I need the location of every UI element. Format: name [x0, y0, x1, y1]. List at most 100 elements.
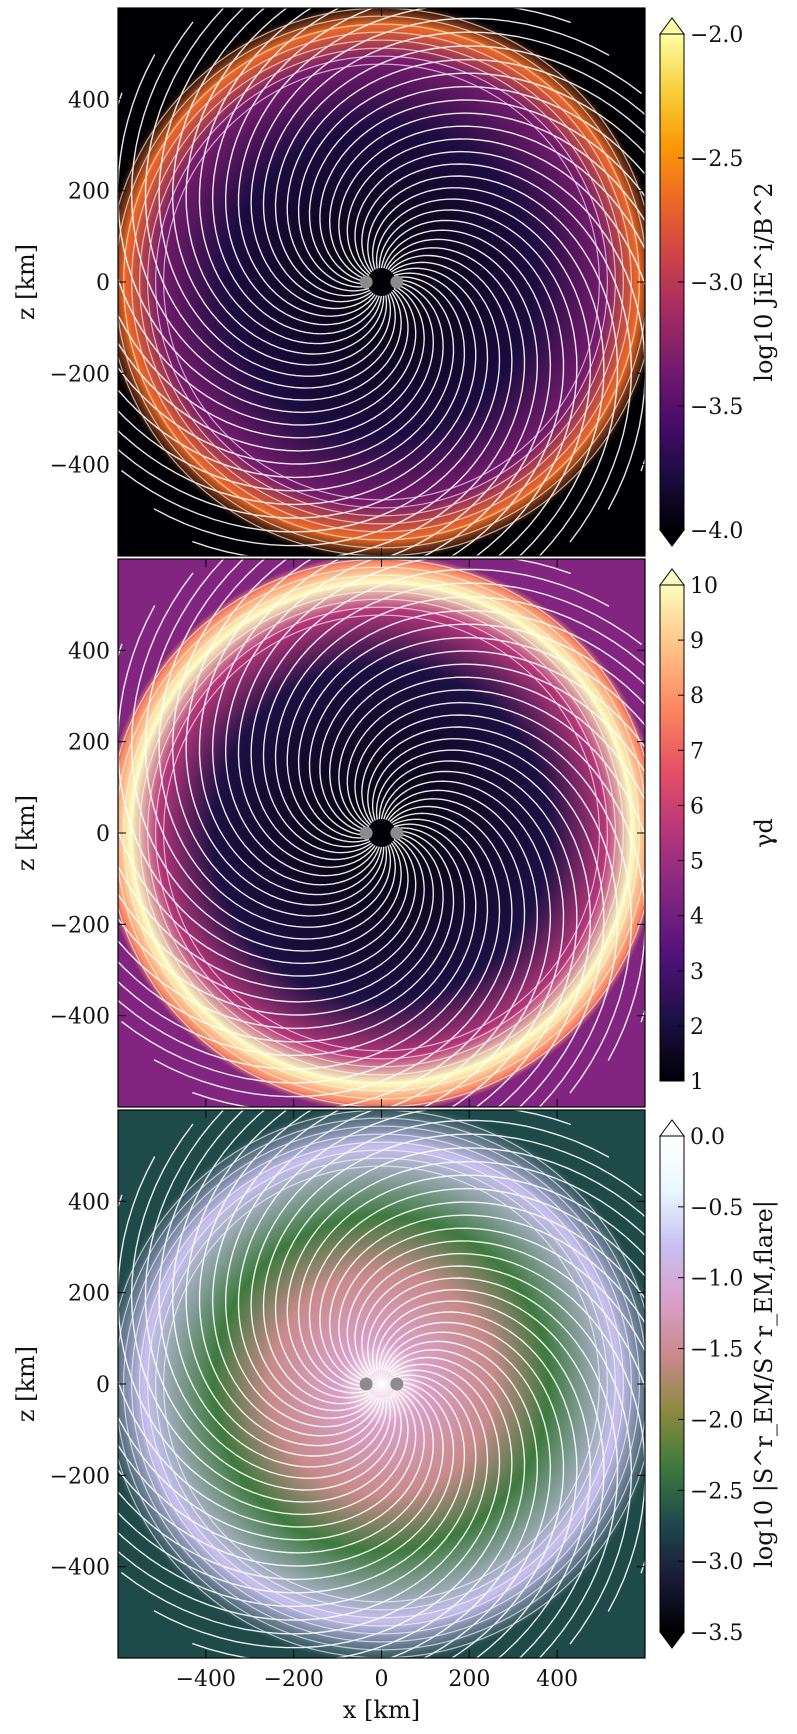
- colorbar-fill: [659, 1135, 685, 1633]
- streamline: [378, 760, 578, 1107]
- colorbar-tick-label: −2.0: [690, 1408, 743, 1433]
- streamline: [144, 1110, 396, 1491]
- streamline: [118, 1156, 409, 1516]
- streamline: [383, 1331, 552, 1658]
- panel-bottom: 400 200 0 −200 −400 −400 −200 0 200 400 x [km] z [k…: [12, 1109, 779, 1724]
- streamline: [338, 676, 645, 830]
- streamline: [380, 219, 565, 556]
- colorbar-tick-label: −2.0: [690, 23, 743, 48]
- streamline: [328, 112, 645, 281]
- streamline: [361, 1265, 633, 1645]
- streamline: [118, 830, 455, 1030]
- streamline: [250, 17, 610, 310]
- streamline: [308, 636, 645, 836]
- xtick-label: 0: [375, 1667, 389, 1692]
- colorbar-extend-bottom: [659, 529, 685, 547]
- streamline: [118, 827, 466, 1043]
- streamline: [237, 559, 571, 868]
- streamline: [367, 1277, 619, 1658]
- streamline: [118, 1194, 417, 1528]
- field-map: [118, 559, 645, 1107]
- streamline: [118, 15, 645, 549]
- ytick-label: 0: [96, 822, 110, 847]
- streamline: [144, 8, 396, 389]
- streamline: [139, 39, 624, 525]
- streamline: [367, 175, 619, 556]
- ytick-label: 0: [96, 271, 110, 296]
- streamline: [328, 663, 645, 832]
- colorbar-tick-label: 7: [690, 739, 704, 764]
- streamline: [185, 559, 385, 906]
- ytick-label: −200: [50, 1464, 110, 1489]
- axis-label: log10 |S^r_EM/S^r_EM,flare|: [750, 1200, 779, 1568]
- streamline: [319, 650, 645, 834]
- axis-label: log10 JiE^i/B^2: [750, 182, 778, 381]
- streamline: [155, 55, 608, 509]
- colorbar: 10 9 8 7 6 5 4 3 2 1 γd: [659, 568, 778, 1095]
- streamline: [367, 726, 619, 1107]
- colorbar-fill: [659, 584, 685, 1082]
- streamline: [139, 1141, 624, 1627]
- colorbar-tick-label: −3.0: [690, 271, 743, 296]
- colorbar: −2.0 −2.5 −3.0 −3.5 −4.0 log10 JiE^i/B^2: [659, 17, 778, 547]
- streamline: [120, 812, 501, 1084]
- field-map: [118, 1110, 645, 1658]
- streamline: [171, 1110, 388, 1468]
- axis-label: z [km]: [12, 795, 40, 871]
- colorbar-tick-label: 5: [690, 850, 704, 875]
- ytick-label: −400: [50, 454, 110, 479]
- streamline: [185, 1110, 385, 1457]
- xtick-label: −200: [263, 1667, 323, 1692]
- panel-middle: 400 200 0 −200 −400 z [km] 10 9 8 7 6 5 4 3 2 1 γd: [12, 558, 778, 1108]
- streamline: [131, 31, 632, 533]
- ytick-label: −200: [50, 362, 110, 387]
- streamline: [118, 276, 466, 492]
- streamline: [211, 8, 380, 335]
- streamline: [153, 1356, 513, 1649]
- streamline: [371, 738, 605, 1107]
- colorbar-tick-label: −4.0: [690, 519, 743, 544]
- colorbar: 0.0 −0.5 −1.0 −1.5 −2.0 −2.5 −3.0 −3.5 log10 |S^…: [659, 1119, 779, 1649]
- streamline: [131, 1133, 632, 1635]
- streamline: [130, 1123, 402, 1503]
- streamline: [118, 1374, 477, 1608]
- streamline: [118, 1369, 489, 1621]
- streamline: [286, 58, 645, 292]
- streamline: [118, 279, 455, 479]
- streamline: [237, 1110, 571, 1419]
- streamline: [237, 8, 571, 317]
- streamline: [198, 1110, 383, 1447]
- streamline: [385, 1340, 539, 1658]
- streamline: [385, 238, 539, 556]
- streamline: [118, 1385, 435, 1554]
- streamline: [308, 1187, 645, 1387]
- streamline: [297, 623, 645, 839]
- streamline: [192, 1349, 526, 1658]
- streamline: [118, 92, 417, 426]
- streamline: [380, 1321, 565, 1658]
- streamline: [118, 272, 477, 506]
- streamline: [118, 818, 489, 1070]
- panel-top: 400 200 0 −200 −400 z [km] −2.0 −2.5 −3.0 −3.5 −4.…: [12, 7, 778, 557]
- streamline: [118, 643, 417, 977]
- streamline: [262, 31, 643, 303]
- streamline: [375, 749, 592, 1107]
- colorbar-extend-top: [659, 1119, 685, 1137]
- colorbar-extend-top: [659, 568, 685, 586]
- colorbar-tick-label: −2.5: [690, 1479, 743, 1504]
- streamline: [163, 614, 600, 1052]
- streamline: [171, 8, 388, 366]
- ytick-label: 400: [68, 1190, 110, 1215]
- ytick-label: 200: [68, 1282, 110, 1307]
- streamline: [198, 8, 383, 345]
- streamline: [346, 138, 645, 472]
- marker-dot: [359, 1377, 373, 1391]
- streamline: [131, 582, 632, 1084]
- axis-label: x [km]: [343, 1696, 420, 1724]
- streamline: [361, 714, 633, 1094]
- streamline: [224, 8, 378, 326]
- colorbar-tick-label: 6: [690, 794, 704, 819]
- streamline: [211, 559, 380, 886]
- streamline: [346, 689, 645, 1023]
